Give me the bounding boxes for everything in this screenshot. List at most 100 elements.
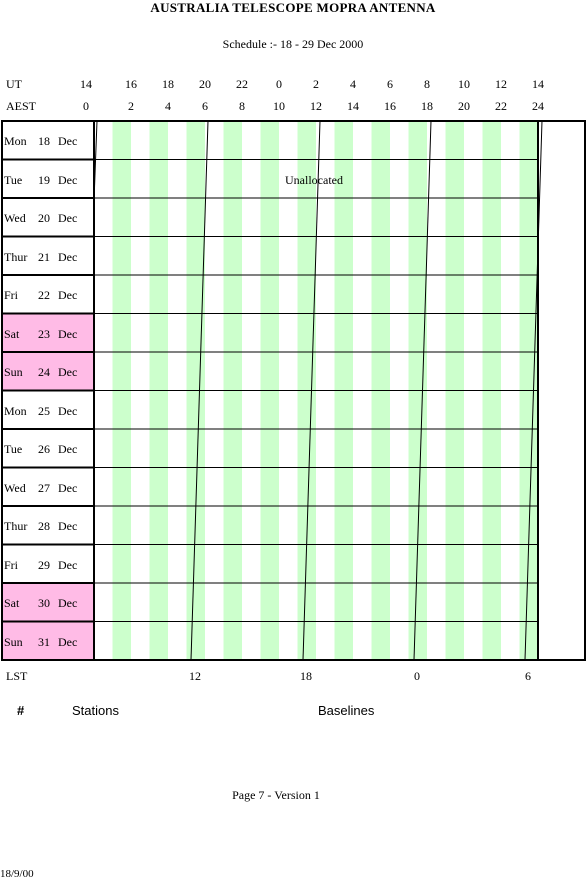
day-date: 27	[38, 480, 50, 495]
day-name: Wed	[4, 480, 26, 495]
lst-tick: 0	[414, 669, 420, 683]
aest-tick: 8	[239, 99, 245, 113]
day-date: 21	[38, 249, 50, 264]
day-date: 31	[38, 634, 50, 649]
day-date: 30	[38, 596, 50, 610]
aest-tick: 24	[532, 99, 544, 113]
day-month: Dec	[58, 596, 78, 610]
day-name: Fri	[4, 557, 19, 572]
day-name: Mon	[4, 134, 27, 148]
lst-line	[524, 120, 543, 661]
aest-axis-label: AEST	[6, 99, 36, 113]
day-date: 25	[38, 403, 50, 418]
ut-tick: 10	[458, 77, 470, 91]
day-month: Dec	[58, 211, 78, 225]
unallocated-label: Unallocated	[285, 173, 343, 187]
lst-tick: 18	[300, 669, 312, 683]
day-label: Mon 25 Dec	[4, 404, 77, 419]
lst-line	[413, 120, 432, 661]
lst-line	[302, 120, 321, 661]
day-date: 20	[38, 211, 50, 225]
day-name: Sat	[4, 596, 20, 610]
day-name: Wed	[4, 211, 26, 225]
lst-tick: 6	[525, 669, 531, 683]
legend-stations: Stations	[72, 703, 119, 718]
weekend-cell	[2, 352, 94, 391]
day-label: Sat 23 Dec	[4, 327, 77, 342]
lst-line	[190, 120, 209, 661]
day-label: Mon 18 Dec	[4, 134, 77, 149]
day-date: 23	[38, 326, 50, 341]
ut-tick: 4	[350, 77, 356, 91]
day-label: Thur 21 Dec	[4, 250, 77, 265]
day-name: Sun	[4, 365, 23, 379]
legend-hash: #	[17, 703, 25, 718]
day-date: 22	[38, 288, 50, 302]
day-month: Dec	[58, 519, 78, 533]
day-label: Fri 29 Dec	[4, 558, 77, 573]
day-label: Sat 30 Dec	[4, 596, 77, 611]
day-label: Tue 26 Dec	[4, 442, 77, 457]
day-name: Fri	[4, 288, 19, 302]
weekend-cell	[2, 583, 94, 622]
plot-border	[93, 120, 586, 661]
aest-tick: 0	[83, 99, 89, 113]
ut-tick: 0	[276, 77, 282, 91]
day-date: 26	[38, 442, 50, 456]
day-label: Tue 19 Dec	[4, 173, 77, 188]
day-name: Tue	[4, 442, 23, 456]
day-date: 28	[38, 519, 50, 533]
ut-tick: 14	[532, 77, 544, 91]
day-name: Tue	[4, 172, 23, 187]
page-title: AUSTRALIA TELESCOPE MOPRA ANTENNA	[150, 0, 436, 15]
aest-tick: 22	[495, 99, 507, 113]
aest-tick: 4	[165, 99, 171, 113]
day-name: Sun	[4, 634, 23, 649]
day-date: 29	[38, 557, 50, 572]
day-label: Wed 20 Dec	[4, 211, 77, 226]
day-name: Thur	[4, 519, 28, 533]
day-name: Mon	[4, 403, 27, 418]
day-label: Wed 27 Dec	[4, 481, 77, 496]
day-month: Dec	[58, 134, 78, 148]
ut-tick: 16	[125, 77, 137, 91]
day-label: Sun 31 Dec	[4, 635, 77, 650]
weekend-cell	[2, 621, 94, 660]
aest-tick: 6	[202, 99, 208, 113]
day-date: 18	[38, 134, 50, 148]
aest-tick: 16	[384, 99, 396, 113]
day-label: Fri 22 Dec	[4, 288, 77, 303]
day-month: Dec	[58, 288, 78, 302]
ut-tick: 14	[80, 77, 92, 91]
footer-date: 18/9/00	[0, 868, 34, 880]
legend-baselines: Baselines	[318, 703, 375, 718]
day-label: Thur 28 Dec	[4, 519, 77, 534]
day-label: Sun 24 Dec	[4, 365, 77, 380]
ut-tick: 6	[387, 77, 393, 91]
day-date: 19	[38, 172, 50, 187]
lst-tick: 12	[189, 669, 201, 683]
ut-tick: 20	[199, 77, 211, 91]
day-month: Dec	[58, 365, 78, 379]
day-month: Dec	[58, 442, 78, 456]
schedule-subtitle: Schedule :- 18 - 29 Dec 2000	[222, 37, 364, 51]
day-date: 24	[38, 365, 50, 379]
aest-tick: 12	[310, 99, 322, 113]
aest-tick: 20	[458, 99, 470, 113]
page-footer: Page 7 - Version 1	[232, 788, 320, 802]
aest-tick: 2	[128, 99, 134, 113]
ut-tick: 22	[236, 77, 248, 91]
day-month: Dec	[58, 480, 78, 495]
lst-axis-label: LST	[6, 669, 28, 683]
weekend-cell	[2, 313, 94, 352]
ut-axis-label: UT	[6, 77, 22, 91]
ut-tick: 12	[495, 77, 507, 91]
aest-tick: 14	[347, 99, 359, 113]
day-name: Sat	[4, 326, 20, 341]
aest-tick: 10	[273, 99, 285, 113]
ut-tick: 8	[424, 77, 430, 91]
day-month: Dec	[58, 403, 78, 418]
day-month: Dec	[58, 249, 78, 264]
day-month: Dec	[58, 634, 78, 649]
